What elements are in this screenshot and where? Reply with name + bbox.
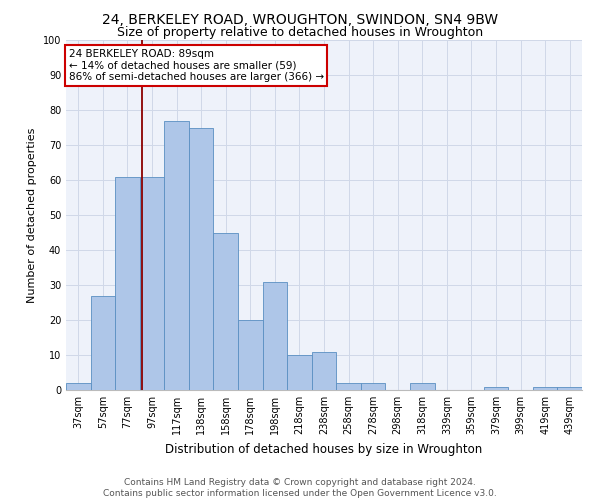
Bar bbox=[336, 383, 361, 390]
Bar bbox=[115, 176, 140, 390]
Bar bbox=[361, 383, 385, 390]
Bar bbox=[312, 352, 336, 390]
X-axis label: Distribution of detached houses by size in Wroughton: Distribution of detached houses by size … bbox=[166, 442, 482, 456]
Bar bbox=[533, 386, 557, 390]
Bar bbox=[91, 296, 115, 390]
Bar bbox=[238, 320, 263, 390]
Bar bbox=[484, 386, 508, 390]
Bar bbox=[66, 383, 91, 390]
Bar bbox=[410, 383, 434, 390]
Text: 24, BERKELEY ROAD, WROUGHTON, SWINDON, SN4 9BW: 24, BERKELEY ROAD, WROUGHTON, SWINDON, S… bbox=[102, 12, 498, 26]
Bar bbox=[189, 128, 214, 390]
Bar bbox=[557, 386, 582, 390]
Bar bbox=[263, 282, 287, 390]
Text: Contains HM Land Registry data © Crown copyright and database right 2024.
Contai: Contains HM Land Registry data © Crown c… bbox=[103, 478, 497, 498]
Bar bbox=[164, 120, 189, 390]
Text: 24 BERKELEY ROAD: 89sqm
← 14% of detached houses are smaller (59)
86% of semi-de: 24 BERKELEY ROAD: 89sqm ← 14% of detache… bbox=[68, 49, 324, 82]
Bar bbox=[214, 232, 238, 390]
Y-axis label: Number of detached properties: Number of detached properties bbox=[27, 128, 37, 302]
Bar bbox=[140, 176, 164, 390]
Bar bbox=[287, 355, 312, 390]
Text: Size of property relative to detached houses in Wroughton: Size of property relative to detached ho… bbox=[117, 26, 483, 39]
